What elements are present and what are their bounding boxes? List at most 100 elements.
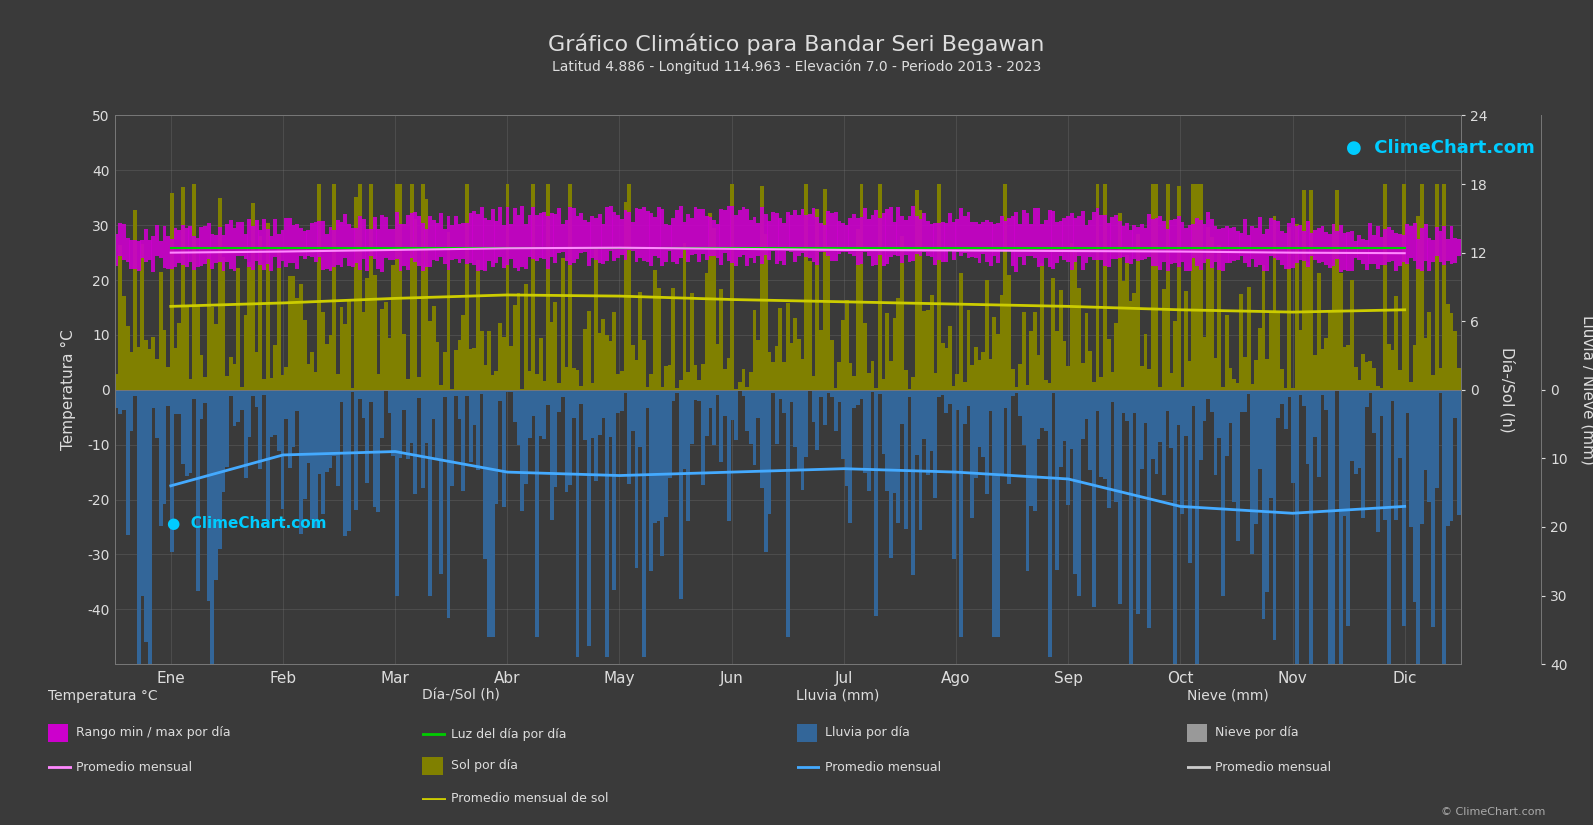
Bar — [1172, 219, 1177, 263]
Bar — [1032, 312, 1037, 389]
Text: Lluvia por día: Lluvia por día — [825, 726, 910, 739]
Bar — [1394, 296, 1399, 389]
Bar — [1004, 389, 1007, 408]
Bar — [553, 389, 558, 488]
Bar — [342, 323, 347, 389]
Bar — [210, 307, 215, 389]
Bar — [1442, 389, 1446, 701]
Bar — [406, 379, 409, 389]
Bar — [742, 369, 746, 389]
Bar — [1114, 215, 1118, 258]
Bar — [451, 225, 454, 260]
Bar — [580, 386, 583, 389]
Bar — [1144, 229, 1147, 259]
Bar — [535, 375, 538, 389]
Bar — [299, 285, 303, 389]
Bar — [731, 184, 734, 389]
Bar — [1258, 328, 1262, 389]
Bar — [830, 214, 833, 261]
Bar — [875, 389, 878, 616]
Bar — [709, 389, 712, 408]
Bar — [1214, 226, 1217, 262]
Bar — [875, 210, 878, 265]
Bar — [855, 218, 860, 265]
Bar — [491, 389, 495, 637]
Bar — [1225, 226, 1228, 263]
Y-axis label: Día-/Sol (h): Día-/Sol (h) — [1501, 347, 1515, 432]
Bar — [808, 262, 812, 389]
Bar — [790, 215, 793, 252]
Bar — [403, 224, 406, 266]
Bar — [679, 389, 683, 599]
Bar — [704, 273, 709, 389]
Bar — [903, 220, 908, 255]
Text: © ClimeChart.com: © ClimeChart.com — [1440, 807, 1545, 817]
Bar — [210, 389, 215, 678]
Bar — [233, 228, 236, 271]
Bar — [973, 222, 978, 258]
Bar — [123, 224, 126, 260]
Bar — [347, 224, 350, 266]
Bar — [763, 234, 768, 389]
Bar — [1059, 290, 1063, 389]
Bar — [1290, 219, 1295, 268]
Bar — [908, 389, 911, 397]
Bar — [1051, 389, 1055, 394]
Bar — [1029, 224, 1034, 256]
Bar — [204, 226, 207, 264]
Bar — [159, 271, 162, 389]
Bar — [760, 389, 765, 488]
Bar — [634, 208, 639, 262]
Bar — [575, 389, 580, 658]
Bar — [284, 366, 288, 389]
Bar — [667, 389, 672, 478]
Bar — [712, 228, 715, 389]
Bar — [1340, 389, 1343, 760]
Bar — [1055, 331, 1059, 389]
Bar — [631, 389, 634, 431]
Bar — [494, 221, 499, 263]
Bar — [1290, 389, 1295, 483]
Bar — [166, 367, 170, 389]
Bar — [752, 389, 757, 465]
Bar — [553, 302, 558, 389]
Bar — [336, 389, 339, 486]
Bar — [1018, 364, 1023, 389]
Bar — [1200, 389, 1203, 460]
Bar — [639, 210, 642, 258]
Bar — [811, 209, 816, 262]
Text: Promedio mensual: Promedio mensual — [1215, 761, 1332, 774]
Bar — [1231, 389, 1236, 502]
Bar — [881, 214, 886, 266]
Bar — [188, 380, 193, 389]
Bar — [435, 389, 440, 459]
Bar — [687, 214, 690, 262]
Bar — [421, 224, 425, 271]
Bar — [1091, 389, 1096, 607]
Bar — [779, 219, 782, 261]
Bar — [572, 208, 575, 262]
Bar — [1313, 356, 1317, 389]
Bar — [446, 216, 451, 270]
Bar — [782, 362, 785, 389]
Bar — [527, 370, 532, 389]
Bar — [881, 379, 886, 389]
Bar — [1368, 389, 1372, 394]
Bar — [1096, 208, 1099, 261]
Bar — [1287, 224, 1292, 269]
Bar — [140, 244, 145, 389]
Bar — [406, 215, 409, 270]
Bar — [752, 217, 757, 262]
Bar — [362, 389, 365, 417]
Bar — [347, 301, 350, 389]
Bar — [1000, 295, 1004, 389]
Bar — [538, 389, 543, 436]
Bar — [774, 346, 779, 389]
Bar — [392, 265, 395, 389]
Bar — [933, 223, 937, 265]
Bar — [210, 233, 215, 269]
Bar — [417, 389, 421, 398]
Bar — [822, 224, 827, 252]
Bar — [499, 323, 502, 389]
Bar — [720, 209, 723, 265]
